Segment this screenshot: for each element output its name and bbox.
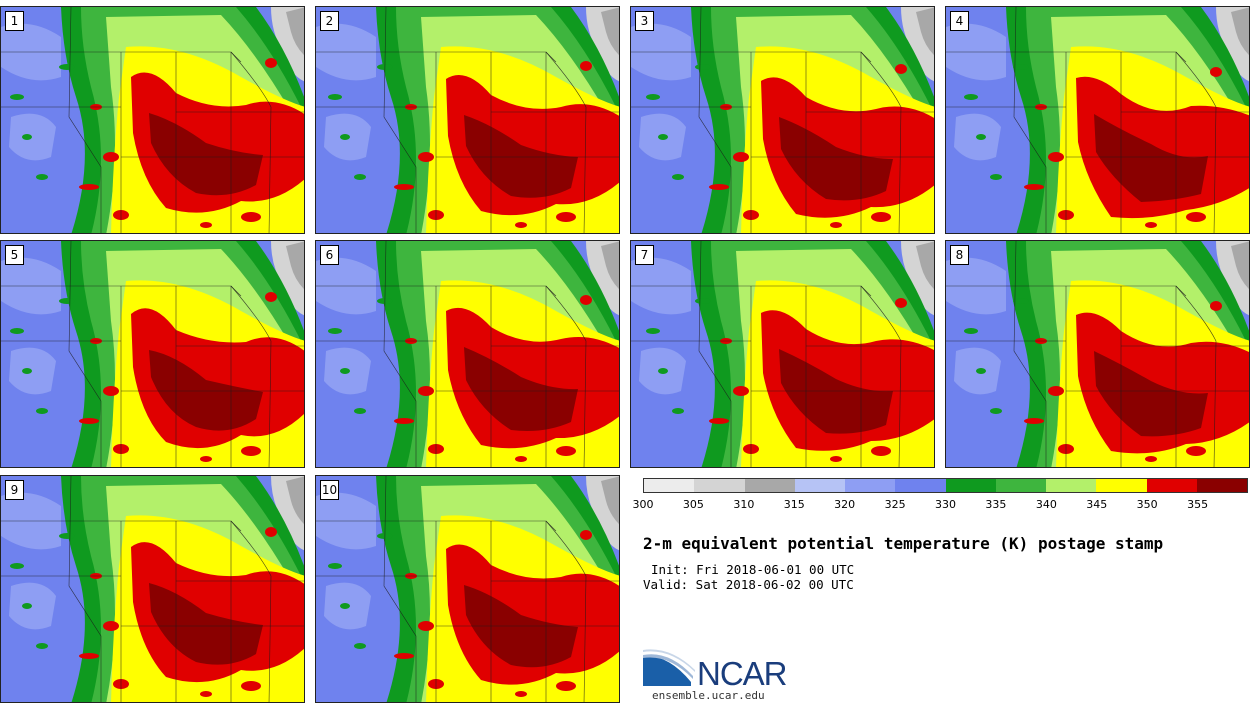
member-panel: 1 <box>0 6 305 234</box>
figure-title: 2-m equivalent potential temperature (K)… <box>643 534 1164 553</box>
colorbar-tick: 330 <box>935 498 956 511</box>
colorbar-segment <box>1096 479 1147 492</box>
member-label: 3 <box>635 11 654 31</box>
colorbar-ticks: 300 305 310 315 320 325 330 335 340 345 … <box>633 498 1248 512</box>
colorbar-segment <box>945 479 996 492</box>
colorbar-tick: 355 <box>1187 498 1209 511</box>
member-label: 7 <box>635 245 654 265</box>
member-panel: 9 <box>0 475 305 703</box>
member-panel: 2 <box>315 6 620 234</box>
logo-url: ensemble.ucar.edu <box>652 689 765 702</box>
colorbar-segment <box>1146 479 1197 492</box>
member-label: 2 <box>320 11 339 31</box>
member-label: 5 <box>5 245 24 265</box>
init-time: Init: Fri 2018-06-01 00 UTC <box>651 562 855 577</box>
colorbar-segment <box>744 479 795 492</box>
colorbar-tick: 345 <box>1086 498 1108 511</box>
colorbar-segment <box>995 479 1046 492</box>
colorbar-segment <box>845 479 896 492</box>
member-panel: 10 <box>315 475 620 703</box>
map-field <box>631 7 934 233</box>
colorbar-tick: 310 <box>733 498 755 511</box>
colorbar-tick: 325 <box>884 498 906 511</box>
colorbar-tick: 340 <box>1035 498 1057 511</box>
colorbar-tick: 335 <box>985 498 1007 511</box>
map-field <box>1 7 304 233</box>
member-panel: 3 <box>630 6 935 234</box>
map-field <box>316 241 619 467</box>
member-panel: 8 <box>945 240 1250 468</box>
member-panel: 7 <box>630 240 935 468</box>
member-panel: 6 <box>315 240 620 468</box>
colorbar-segment <box>1046 479 1097 492</box>
logo-wordmark: NCAR <box>697 655 788 692</box>
colorbar-tick: 315 <box>783 498 805 511</box>
map-field <box>316 7 619 233</box>
colorbar <box>643 478 1248 493</box>
colorbar-segment <box>694 479 745 492</box>
map-field <box>946 241 1249 467</box>
colorbar-segment <box>644 479 695 492</box>
map-field <box>1 241 304 467</box>
colorbar-segment <box>895 479 946 492</box>
member-panel: 5 <box>0 240 305 468</box>
member-label: 4 <box>950 11 969 31</box>
map-field <box>946 7 1249 233</box>
member-panel: 4 <box>945 6 1250 234</box>
member-label: 8 <box>950 245 969 265</box>
colorbar-segment <box>794 479 845 492</box>
colorbar-tick: 300 <box>632 498 654 511</box>
valid-time: Valid: Sat 2018-06-02 00 UTC <box>643 577 854 592</box>
member-label: 9 <box>5 480 24 500</box>
map-field <box>631 241 934 467</box>
member-label: 10 <box>320 480 339 500</box>
colorbar-tick: 305 <box>682 498 704 511</box>
ncar-logo-icon <box>643 649 695 686</box>
colorbar-segment <box>1196 479 1247 492</box>
member-label: 6 <box>320 245 339 265</box>
colorbar-tick: 350 <box>1136 498 1158 511</box>
member-label: 1 <box>5 11 24 31</box>
colorbar-tick: 320 <box>834 498 856 511</box>
map-field <box>1 476 304 702</box>
map-field <box>316 476 619 702</box>
